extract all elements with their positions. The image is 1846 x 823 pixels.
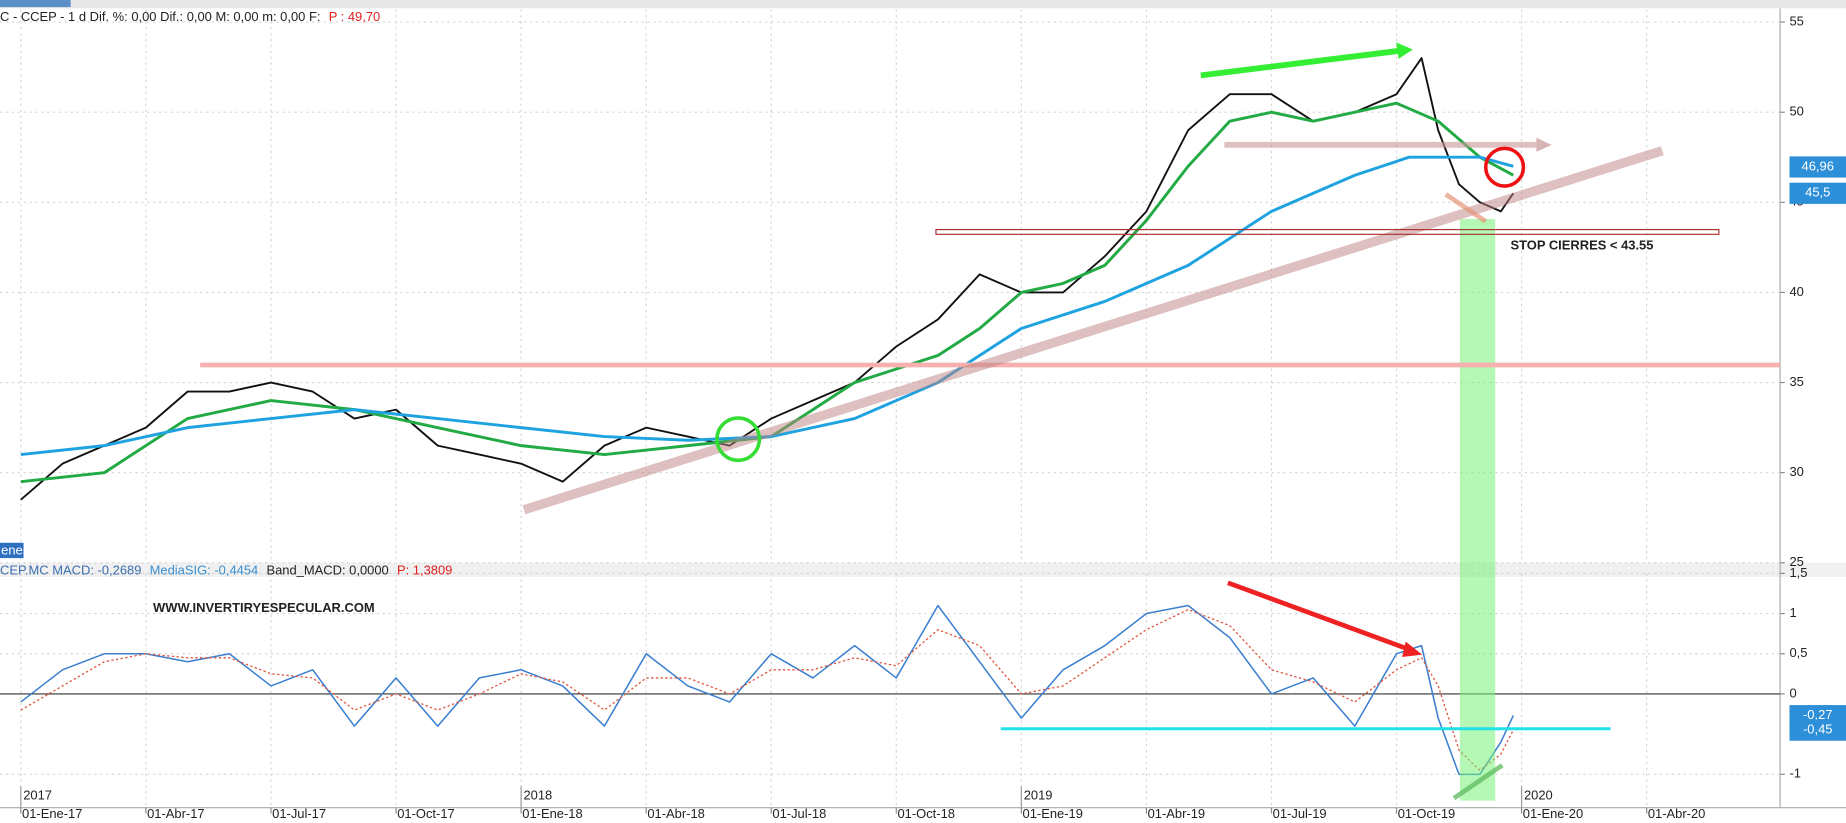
last-value-tag xyxy=(1789,156,1846,178)
series-line xyxy=(20,604,1514,776)
y-tick-label: 0 xyxy=(1789,685,1796,700)
year-label: 2018 xyxy=(523,787,552,802)
last-value-label: -0,45 xyxy=(1803,722,1833,737)
short-line xyxy=(1444,192,1488,224)
x-tick-label: 01-Oct-19 xyxy=(1398,806,1456,821)
y-tick-label: 55 xyxy=(1789,13,1803,28)
x-tick-label: 01-Jul-18 xyxy=(772,806,826,821)
tab-label: enes xyxy=(1,542,29,557)
x-tick-label: 01-Oct-18 xyxy=(897,806,955,821)
y-tick-label: 0,5 xyxy=(1789,645,1807,660)
series-line xyxy=(20,608,1514,771)
arrow-head xyxy=(1536,137,1552,152)
stop-zone xyxy=(935,229,1720,235)
header-text: P : 49,70 xyxy=(329,9,381,24)
y-tick-label: 35 xyxy=(1789,374,1803,389)
tab-box xyxy=(0,542,24,559)
header-text: P: 1,3809 xyxy=(397,562,452,577)
drawings xyxy=(200,42,1781,801)
divergence-arrow xyxy=(1227,580,1412,653)
y-tick-label: 30 xyxy=(1789,464,1803,479)
header-text: Band_MACD: 0,0000 xyxy=(266,562,388,577)
last-value-label: 45,5 xyxy=(1805,185,1830,200)
year-label: 2020 xyxy=(1524,787,1553,802)
annotation: WWW.INVERTIRYESPECULAR.COM xyxy=(153,600,375,615)
header-text: C - CCEP - 1 d Dif. %: 0,00 Dif.: 0,00 M… xyxy=(0,9,320,24)
last-value-tag xyxy=(1789,719,1846,741)
tab xyxy=(0,0,71,8)
cross-circle xyxy=(1483,146,1526,188)
y-tick-label: 1 xyxy=(1789,605,1796,620)
y-tick-label: 50 xyxy=(1789,104,1803,119)
arrow-head xyxy=(1402,641,1423,657)
x-tick-label: 01-Abr-20 xyxy=(1648,806,1706,821)
x-tick-label: 01-Jul-17 xyxy=(272,806,326,821)
x-tick-label: 01-Ene-20 xyxy=(1523,806,1583,821)
series-line xyxy=(20,57,1515,501)
series-line xyxy=(20,155,1514,457)
y-tick-label: 25 xyxy=(1789,554,1803,569)
x-tick-label: 01-Ene-18 xyxy=(522,806,582,821)
y-tick-label: -1 xyxy=(1789,766,1801,781)
highlight-band xyxy=(1459,219,1496,801)
x-tick-label: 01-Abr-18 xyxy=(647,806,705,821)
last-value-label: -0,27 xyxy=(1803,707,1833,722)
cross-circle xyxy=(715,416,762,463)
x-tick-label: 01-Jul-19 xyxy=(1273,806,1327,821)
header-text: MediaSIG: -0,4454 xyxy=(150,562,259,577)
x-tick-label: 01-Ene-17 xyxy=(22,806,82,821)
x-tick-label: 01-Abr-17 xyxy=(147,806,205,821)
x-tick-label: 01-Ene-19 xyxy=(1023,806,1083,821)
x-tick-label: 01-Oct-17 xyxy=(397,806,455,821)
last-value-tag xyxy=(1789,182,1846,204)
series-line xyxy=(20,101,1514,484)
year-label: 2017 xyxy=(23,787,52,802)
top-strip xyxy=(0,0,1846,9)
annotation: STOP CIERRES < 43.55 xyxy=(1510,238,1653,253)
y-tick-label: 1,5 xyxy=(1789,565,1807,580)
last-value-label: 46,96 xyxy=(1802,158,1834,173)
macd-trend xyxy=(1452,763,1504,801)
year-label: 2019 xyxy=(1024,787,1053,802)
arrow-head xyxy=(1396,42,1413,59)
divergence-arrow xyxy=(1200,47,1402,79)
x-tick-label: 01-Abr-19 xyxy=(1148,806,1206,821)
header-text: CEP.MC MACD: -0,2689 xyxy=(0,562,141,577)
y-tick-label: 40 xyxy=(1789,284,1803,299)
